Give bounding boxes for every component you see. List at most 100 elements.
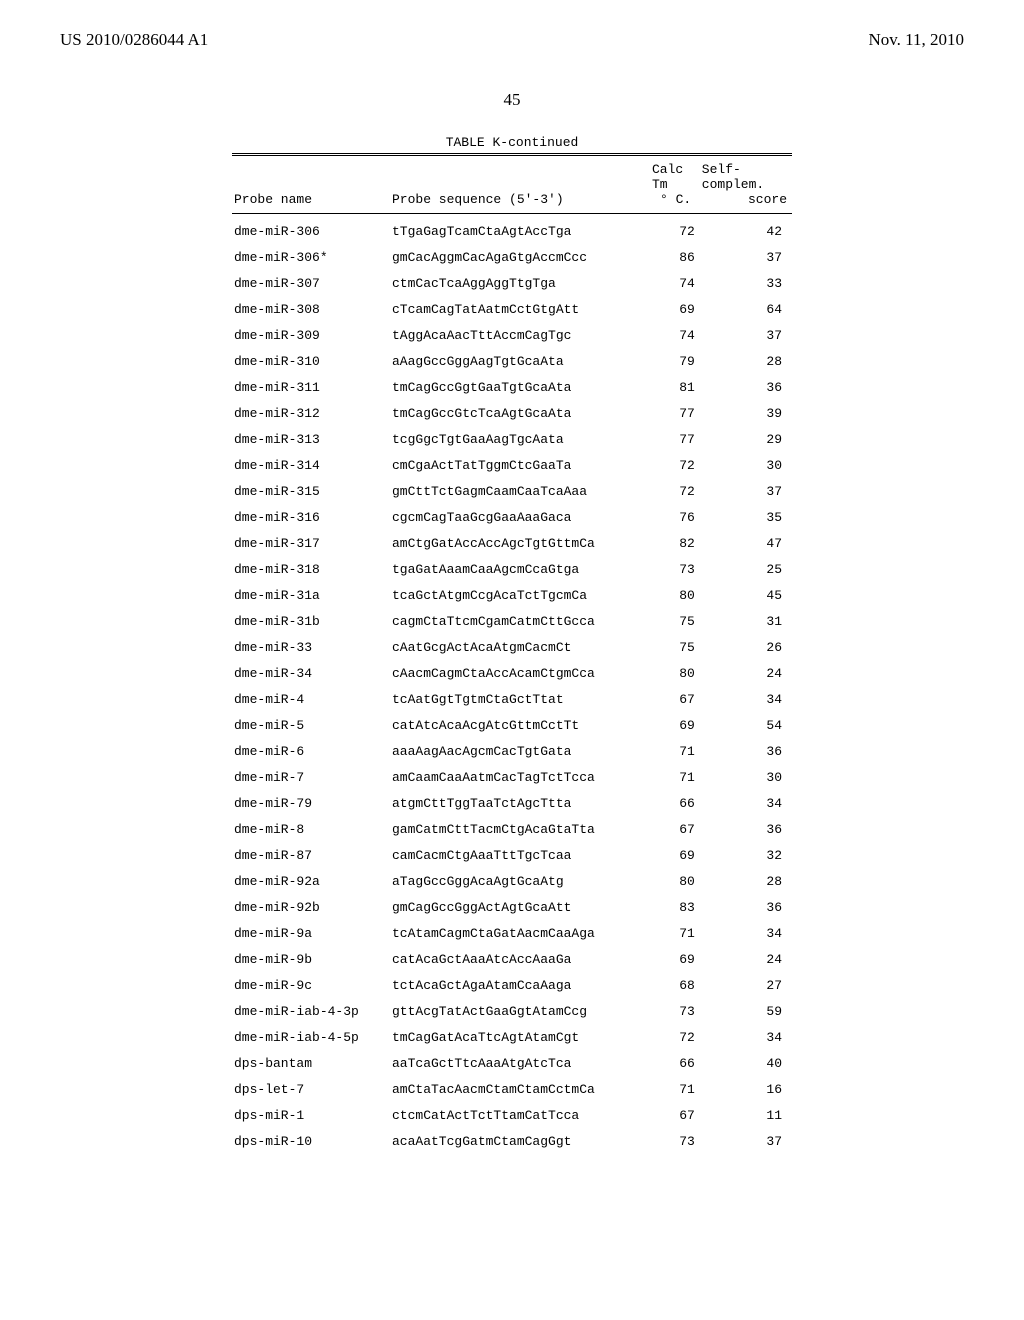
table-row: dme-miR-308cTcamCagTatAatmCctGtgAtt6964 xyxy=(232,302,792,317)
cell-tm: 69 xyxy=(652,952,722,967)
cell-sequence: cTcamCagTatAatmCctGtgAtt xyxy=(392,302,652,317)
table-row: dme-miR-5catAtcAcaAcgAtcGttmCctTt6954 xyxy=(232,718,792,733)
table-row: dme-miR-6aaaAagAacAgcmCacTgtGata7136 xyxy=(232,744,792,759)
cell-sequence: aaTcaGctTtcAaaAtgAtcTca xyxy=(392,1056,652,1071)
table-row: dme-miR-8gamCatmCttTacmCtgAcaGtaTta6736 xyxy=(232,822,792,837)
col-header-score-1: Self-complem. xyxy=(702,162,792,192)
table-row: dme-miR-310aAagGccGggAagTgtGcaAta7928 xyxy=(232,354,792,369)
cell-sequence: amCaamCaaAatmCacTagTctTcca xyxy=(392,770,652,785)
cell-tm: 80 xyxy=(652,588,722,603)
cell-sequence: catAtcAcaAcgAtcGttmCctTt xyxy=(392,718,652,733)
cell-score: 33 xyxy=(722,276,792,291)
cell-sequence: tmCagGccGtcTcaAgtGcaAta xyxy=(392,406,652,421)
cell-probe-name: dps-miR-10 xyxy=(232,1134,392,1149)
cell-sequence: gmCagGccGggActAgtGcaAtt xyxy=(392,900,652,915)
cell-tm: 77 xyxy=(652,406,722,421)
cell-tm: 86 xyxy=(652,250,722,265)
cell-tm: 76 xyxy=(652,510,722,525)
cell-score: 36 xyxy=(722,380,792,395)
cell-sequence: tmCagGatAcaTtcAgtAtamCgt xyxy=(392,1030,652,1045)
cell-sequence: cgcmCagTaaGcgGaaAaaGaca xyxy=(392,510,652,525)
cell-probe-name: dme-miR-9c xyxy=(232,978,392,993)
cell-probe-name: dme-miR-4 xyxy=(232,692,392,707)
table-row: dme-miR-9ctctAcaGctAgaAtamCcaAaga6827 xyxy=(232,978,792,993)
cell-score: 47 xyxy=(722,536,792,551)
cell-probe-name: dme-miR-313 xyxy=(232,432,392,447)
table-row: dme-miR-314cmCgaActTatTggmCtcGaaTa7230 xyxy=(232,458,792,473)
cell-probe-name: dme-miR-31b xyxy=(232,614,392,629)
cell-probe-name: dme-miR-307 xyxy=(232,276,392,291)
cell-score: 28 xyxy=(722,354,792,369)
cell-sequence: tmCagGccGgtGaaTgtGcaAta xyxy=(392,380,652,395)
cell-sequence: aaaAagAacAgcmCacTgtGata xyxy=(392,744,652,759)
table-row: dme-miR-iab-4-3pgttAcgTatActGaaGgtAtamCc… xyxy=(232,1004,792,1019)
table-row: dme-miR-306tTgaGagTcamCtaAgtAccTga7242 xyxy=(232,224,792,239)
cell-sequence: atgmCttTggTaaTctAgcTtta xyxy=(392,796,652,811)
cell-tm: 75 xyxy=(652,640,722,655)
cell-score: 29 xyxy=(722,432,792,447)
page-number: 45 xyxy=(0,90,1024,110)
cell-probe-name: dme-miR-34 xyxy=(232,666,392,681)
cell-sequence: tTgaGagTcamCtaAgtAccTga xyxy=(392,224,652,239)
table-row: dme-miR-307ctmCacTcaAggAggTtgTga7433 xyxy=(232,276,792,291)
cell-score: 28 xyxy=(722,874,792,889)
cell-tm: 74 xyxy=(652,328,722,343)
cell-sequence: amCtgGatAccAccAgcTgtGttmCa xyxy=(392,536,652,551)
cell-tm: 77 xyxy=(652,432,722,447)
cell-probe-name: dme-miR-92b xyxy=(232,900,392,915)
cell-sequence: camCacmCtgAaaTttTgcTcaa xyxy=(392,848,652,863)
col-header-sequence: Probe sequence (5'-3') xyxy=(392,192,652,207)
table-row: dme-miR-315gmCttTctGagmCaamCaaTcaAaa7237 xyxy=(232,484,792,499)
cell-probe-name: dme-miR-9b xyxy=(232,952,392,967)
table-row: dme-miR-iab-4-5ptmCagGatAcaTtcAgtAtamCgt… xyxy=(232,1030,792,1045)
cell-tm: 71 xyxy=(652,1082,722,1097)
col-header-tm-1: Calc Tm xyxy=(652,162,702,192)
table-row: dme-miR-31atcaGctAtgmCcgAcaTctTgcmCa8045 xyxy=(232,588,792,603)
cell-tm: 72 xyxy=(652,458,722,473)
cell-probe-name: dme-miR-316 xyxy=(232,510,392,525)
table-row: dme-miR-34cAacmCagmCtaAccAcamCtgmCca8024 xyxy=(232,666,792,681)
cell-score: 31 xyxy=(722,614,792,629)
cell-sequence: cAatGcgActAcaAtgmCacmCt xyxy=(392,640,652,655)
cell-sequence: gamCatmCttTacmCtgAcaGtaTta xyxy=(392,822,652,837)
cell-score: 25 xyxy=(722,562,792,577)
table-row: dme-miR-311tmCagGccGgtGaaTgtGcaAta8136 xyxy=(232,380,792,395)
cell-tm: 67 xyxy=(652,1108,722,1123)
data-table: TABLE K-continued Probe name Probe seque… xyxy=(232,135,792,1149)
cell-score: 34 xyxy=(722,1030,792,1045)
cell-sequence: aAagGccGggAagTgtGcaAta xyxy=(392,354,652,369)
cell-score: 37 xyxy=(722,1134,792,1149)
table-row: dme-miR-4tcAatGgtTgtmCtaGctTtat6734 xyxy=(232,692,792,707)
cell-probe-name: dme-miR-310 xyxy=(232,354,392,369)
cell-sequence: tcaGctAtgmCcgAcaTctTgcmCa xyxy=(392,588,652,603)
table-row: dme-miR-318tgaGatAaamCaaAgcmCcaGtga7325 xyxy=(232,562,792,577)
cell-probe-name: dps-let-7 xyxy=(232,1082,392,1097)
cell-probe-name: dme-miR-309 xyxy=(232,328,392,343)
cell-sequence: ctcmCatActTctTtamCatTcca xyxy=(392,1108,652,1123)
cell-score: 24 xyxy=(722,666,792,681)
cell-score: 37 xyxy=(722,484,792,499)
cell-tm: 72 xyxy=(652,484,722,499)
cell-tm: 71 xyxy=(652,744,722,759)
cell-tm: 83 xyxy=(652,900,722,915)
cell-score: 64 xyxy=(722,302,792,317)
cell-probe-name: dme-miR-315 xyxy=(232,484,392,499)
cell-sequence: tcAtamCagmCtaGatAacmCaaAga xyxy=(392,926,652,941)
cell-score: 37 xyxy=(722,250,792,265)
cell-sequence: tAggAcaAacTttAccmCagTgc xyxy=(392,328,652,343)
cell-sequence: tctAcaGctAgaAtamCcaAaga xyxy=(392,978,652,993)
cell-tm: 66 xyxy=(652,1056,722,1071)
cell-score: 11 xyxy=(722,1108,792,1123)
cell-tm: 73 xyxy=(652,1004,722,1019)
table-row: dps-miR-1ctcmCatActTctTtamCatTcca6711 xyxy=(232,1108,792,1123)
cell-score: 35 xyxy=(722,510,792,525)
table-row: dme-miR-312tmCagGccGtcTcaAgtGcaAta7739 xyxy=(232,406,792,421)
cell-sequence: acaAatTcgGatmCtamCagGgt xyxy=(392,1134,652,1149)
cell-probe-name: dme-miR-308 xyxy=(232,302,392,317)
table-row: dme-miR-92bgmCagGccGggActAgtGcaAtt8336 xyxy=(232,900,792,915)
cell-tm: 75 xyxy=(652,614,722,629)
cell-tm: 80 xyxy=(652,874,722,889)
cell-tm: 73 xyxy=(652,562,722,577)
cell-score: 27 xyxy=(722,978,792,993)
table-row: dps-let-7amCtaTacAacmCtamCtamCctmCa7116 xyxy=(232,1082,792,1097)
